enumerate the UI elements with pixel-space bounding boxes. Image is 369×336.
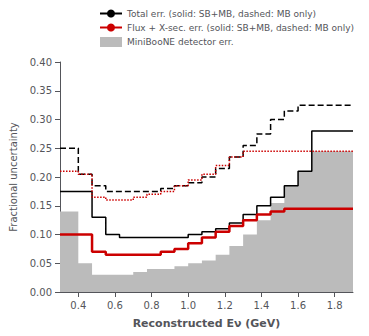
- svg-text:0.4: 0.4: [70, 300, 86, 311]
- svg-text:0.40: 0.40: [30, 57, 52, 68]
- svg-text:Total err. (solid: SB+MB, dash: Total err. (solid: SB+MB, dashed: MB onl…: [126, 9, 316, 19]
- svg-text:0.30: 0.30: [30, 114, 52, 125]
- svg-text:Reconstructed Eν (GeV): Reconstructed Eν (GeV): [133, 317, 281, 330]
- svg-text:0.20: 0.20: [30, 172, 52, 183]
- svg-text:1.6: 1.6: [290, 300, 306, 311]
- svg-text:Fractional uncertainty: Fractional uncertainty: [8, 122, 19, 232]
- svg-text:MiniBooNE detector err.: MiniBooNE detector err.: [127, 37, 234, 47]
- svg-text:1.4: 1.4: [253, 300, 269, 311]
- svg-text:Flux + X-sec. err. (solid: SB+: Flux + X-sec. err. (solid: SB+MB, dashed…: [127, 23, 354, 33]
- svg-text:0.10: 0.10: [30, 229, 52, 240]
- svg-text:0.35: 0.35: [30, 85, 52, 96]
- svg-text:1.2: 1.2: [217, 300, 233, 311]
- svg-text:0.8: 0.8: [144, 300, 160, 311]
- svg-text:0.6: 0.6: [107, 300, 123, 311]
- svg-text:0.05: 0.05: [30, 258, 52, 269]
- svg-text:1.0: 1.0: [180, 300, 196, 311]
- svg-text:0.25: 0.25: [30, 143, 52, 154]
- svg-text:0.00: 0.00: [30, 287, 52, 298]
- svg-text:1.8: 1.8: [327, 300, 343, 311]
- svg-text:0.15: 0.15: [30, 200, 52, 211]
